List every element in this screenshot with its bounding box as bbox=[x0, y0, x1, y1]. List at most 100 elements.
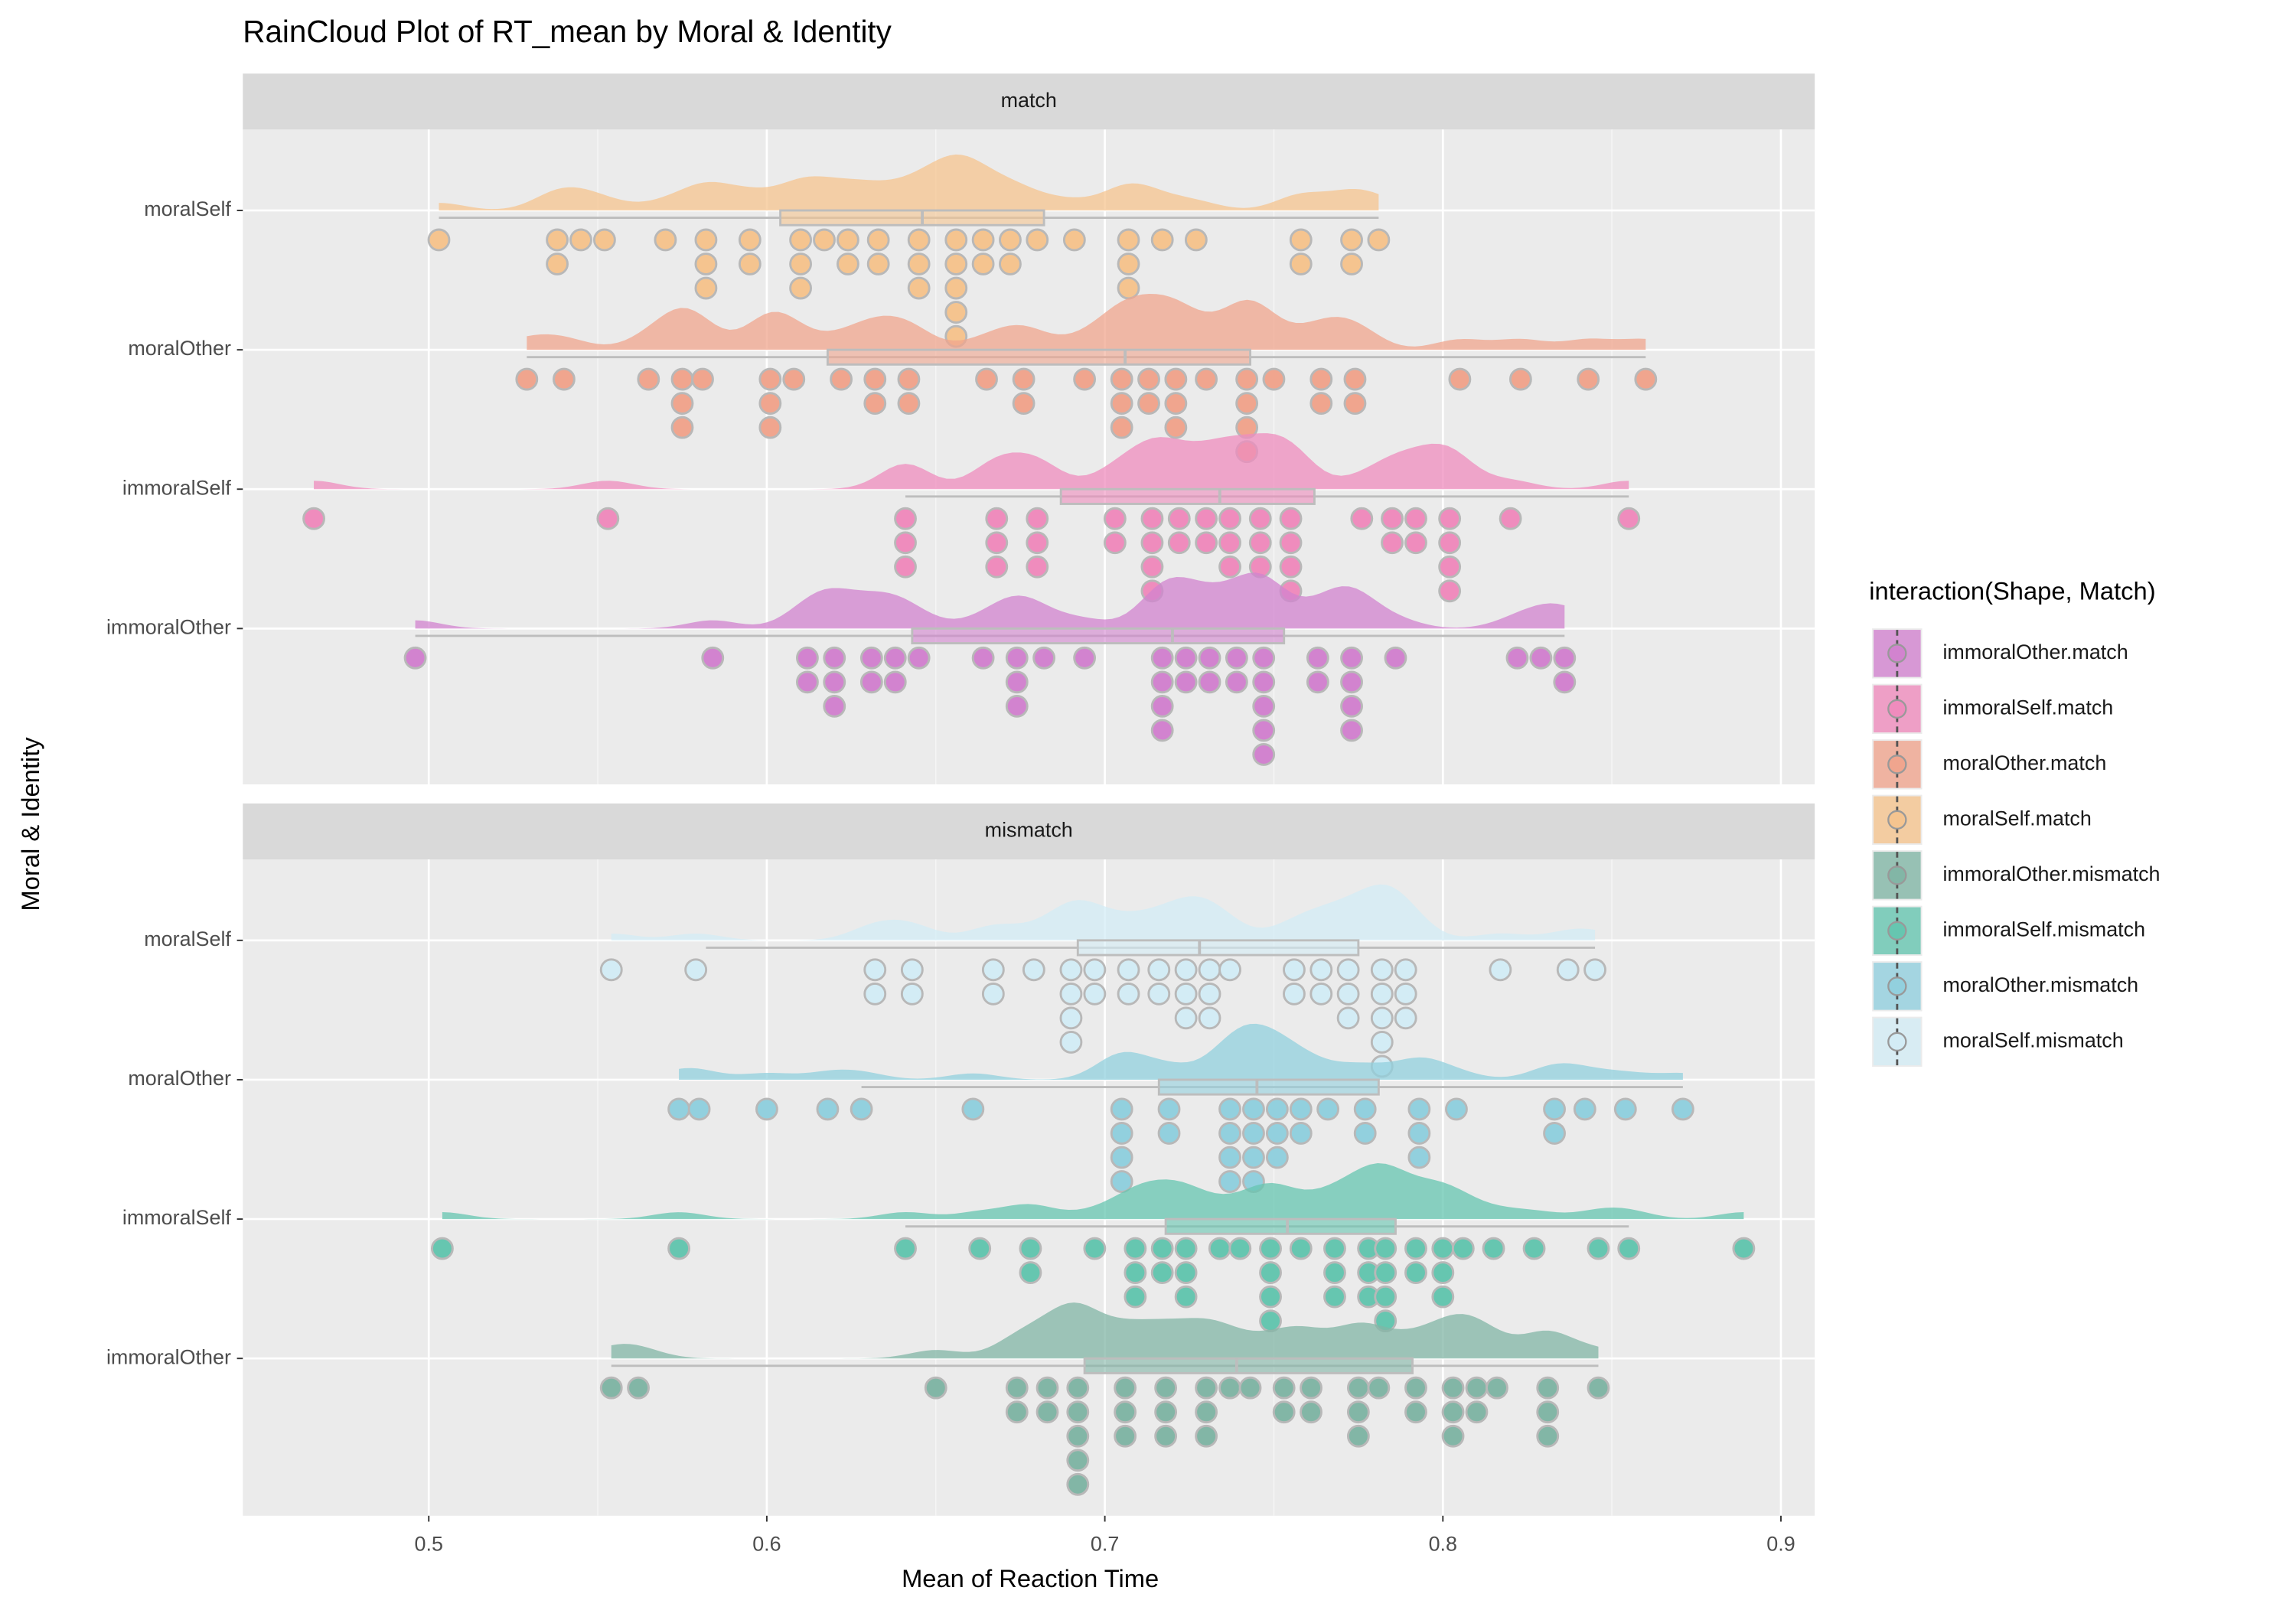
dot bbox=[553, 367, 576, 391]
dot bbox=[1272, 1376, 1296, 1400]
dot bbox=[1343, 367, 1367, 391]
dot bbox=[999, 228, 1022, 252]
dot bbox=[859, 670, 883, 694]
dot bbox=[1374, 1261, 1397, 1284]
dot bbox=[816, 1097, 840, 1121]
dot bbox=[1370, 1006, 1394, 1030]
dot bbox=[755, 1097, 778, 1121]
dot bbox=[1404, 531, 1427, 555]
dot bbox=[1404, 1237, 1427, 1260]
dot bbox=[1164, 392, 1188, 416]
dot bbox=[1019, 1261, 1042, 1284]
dot bbox=[981, 982, 1005, 1006]
dot bbox=[1012, 392, 1035, 416]
dot bbox=[907, 253, 931, 275]
box bbox=[1059, 487, 1316, 505]
dot bbox=[1242, 1122, 1265, 1145]
dot bbox=[789, 276, 812, 300]
dot bbox=[1140, 531, 1164, 555]
dot bbox=[1137, 367, 1160, 391]
dot bbox=[1059, 958, 1083, 982]
dot bbox=[427, 228, 451, 252]
dot bbox=[1465, 1400, 1489, 1424]
dot bbox=[1448, 367, 1472, 391]
dot bbox=[1150, 646, 1174, 670]
dot bbox=[823, 646, 846, 670]
dot bbox=[1323, 1261, 1346, 1284]
dot bbox=[1279, 507, 1303, 530]
legend-key-dot bbox=[1887, 921, 1907, 941]
dot bbox=[1140, 507, 1164, 530]
dot bbox=[1482, 1237, 1505, 1260]
dot bbox=[1174, 646, 1198, 670]
dot bbox=[1306, 646, 1329, 670]
dot bbox=[1157, 1097, 1181, 1121]
dot bbox=[1543, 1122, 1566, 1145]
dot bbox=[1259, 1309, 1282, 1333]
dot bbox=[1150, 228, 1174, 252]
dot bbox=[1198, 982, 1221, 1006]
legend-key-dot bbox=[1887, 755, 1907, 774]
dot bbox=[1404, 1400, 1427, 1424]
dot bbox=[1252, 670, 1276, 694]
dot bbox=[1262, 367, 1286, 391]
dot bbox=[1174, 1237, 1198, 1260]
dot bbox=[1289, 253, 1313, 275]
dot bbox=[1218, 1097, 1241, 1121]
dot bbox=[1195, 507, 1218, 530]
legend-label: immoralOther.mismatch bbox=[1942, 862, 2160, 885]
dot bbox=[1032, 646, 1056, 670]
dot bbox=[1242, 1097, 1265, 1121]
dot bbox=[694, 228, 718, 252]
dot bbox=[1218, 1122, 1241, 1145]
dot bbox=[1083, 1237, 1107, 1260]
strip-label: match bbox=[1001, 89, 1057, 112]
dot bbox=[1073, 646, 1097, 670]
dot bbox=[1367, 1376, 1391, 1400]
dot bbox=[1198, 646, 1221, 670]
dot bbox=[897, 367, 921, 391]
dot bbox=[1407, 1122, 1431, 1145]
dot bbox=[850, 1097, 873, 1121]
dot bbox=[1035, 1376, 1059, 1400]
dot bbox=[1340, 228, 1363, 252]
dot bbox=[1157, 1122, 1181, 1145]
dot bbox=[1150, 719, 1174, 742]
dot bbox=[1083, 982, 1107, 1006]
dot bbox=[863, 958, 887, 982]
dot bbox=[637, 367, 660, 391]
dot bbox=[403, 646, 427, 670]
dot bbox=[1309, 958, 1333, 982]
dot bbox=[863, 392, 887, 416]
dot bbox=[1300, 1376, 1322, 1400]
dot bbox=[1195, 1424, 1218, 1448]
dot bbox=[694, 276, 718, 300]
dot bbox=[599, 1376, 623, 1400]
dot bbox=[1451, 1237, 1475, 1260]
dot bbox=[1225, 646, 1248, 670]
dot bbox=[430, 1237, 454, 1260]
dot bbox=[738, 228, 762, 252]
dot bbox=[900, 982, 924, 1006]
dot bbox=[1486, 1376, 1508, 1400]
strip-background bbox=[243, 73, 1815, 130]
dot bbox=[1005, 646, 1029, 670]
dot bbox=[985, 507, 1009, 530]
strip-label: mismatch bbox=[985, 819, 1073, 842]
dot bbox=[694, 253, 718, 275]
dot bbox=[1035, 1400, 1059, 1424]
dot bbox=[859, 646, 883, 670]
dot bbox=[1124, 1261, 1147, 1284]
dot bbox=[1499, 507, 1522, 530]
dot bbox=[670, 416, 694, 439]
dot bbox=[900, 958, 924, 982]
dot bbox=[1195, 1400, 1218, 1424]
dot bbox=[894, 1237, 917, 1260]
dot bbox=[1117, 958, 1140, 982]
dot bbox=[1110, 416, 1133, 439]
dot bbox=[1289, 1122, 1313, 1145]
dot bbox=[1306, 670, 1329, 694]
dot bbox=[1164, 367, 1188, 391]
dot bbox=[1150, 670, 1174, 694]
